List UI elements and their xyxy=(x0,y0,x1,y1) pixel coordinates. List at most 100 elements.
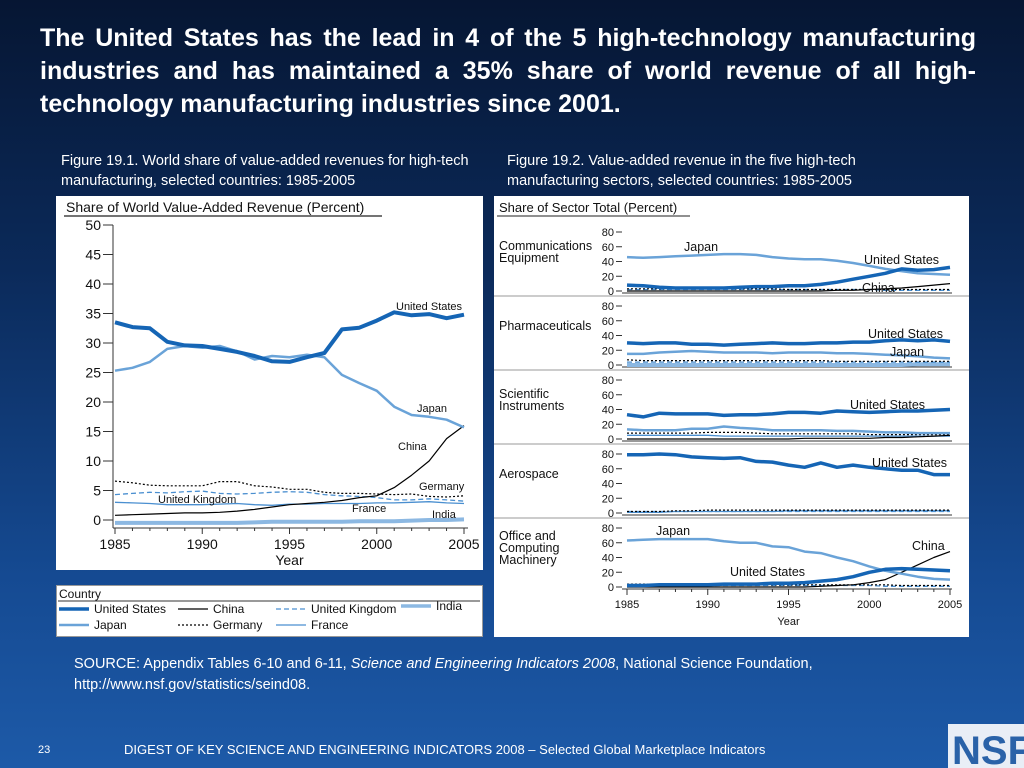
source-title: Science and Engineering Indicators 2008 xyxy=(350,656,616,672)
y-tick-label: 0 xyxy=(608,434,614,446)
series-line-communications-equipment-china xyxy=(627,283,951,292)
legend-label-china: China xyxy=(213,602,245,616)
x-tick-label: 1990 xyxy=(696,599,720,611)
series-line-aerospace-germany xyxy=(627,509,950,513)
y-tick-label: 20 xyxy=(602,493,614,505)
x-tick-label: 1985 xyxy=(99,536,130,552)
page-number: 23 xyxy=(38,744,51,756)
y-tick-label: 15 xyxy=(85,424,101,440)
series-line-office-and-computing-machinery-japan xyxy=(626,537,951,581)
series-label-scientific-instruments-united-states: United States xyxy=(850,398,925,412)
series-line-scientific-instruments-france xyxy=(627,434,950,437)
chart2-panel: Share of Sector Total (Percent) Communica… xyxy=(494,196,969,637)
nsf-logo-text: NSF xyxy=(952,729,1024,768)
series-label-united-kingdom: United Kingdom xyxy=(158,494,236,506)
series-label-france: France xyxy=(352,503,386,515)
panel-name-pharmaceuticals: Pharmaceuticals xyxy=(499,319,591,333)
series-label-office-and-computing-machinery-japan: Japan xyxy=(656,524,690,538)
series-line-pharmaceuticals-germany xyxy=(626,359,950,362)
figure2-caption: Figure 19.2. Value-added revenue in the … xyxy=(507,153,856,189)
legend-label-germany: Germany xyxy=(213,618,262,632)
series-line-aerospace-france xyxy=(627,510,950,513)
y-tick-label: 40 xyxy=(602,257,614,269)
series-label-communications-equipment-united-states: United States xyxy=(864,253,939,267)
x-tick-label: 2000 xyxy=(361,536,392,552)
series-line-pharmaceuticals-united-states xyxy=(626,338,951,347)
series-line-scientific-instruments-germany xyxy=(627,431,950,436)
series-line-united-kingdom xyxy=(114,490,465,502)
panel-name-communications-equipment: Communications Equipment xyxy=(499,239,592,265)
series-line-india xyxy=(115,517,465,525)
nsf-logo-mark: NSF xyxy=(952,729,1024,768)
panel-name-scientific-instruments: Scientific Instruments xyxy=(499,387,564,413)
series-label-united-states: United States xyxy=(396,301,463,313)
legend-label-united-states: United States xyxy=(94,602,166,616)
y-tick-label: 40 xyxy=(602,405,614,417)
series-line-japan xyxy=(114,344,465,429)
x-tick-label: 1995 xyxy=(776,599,800,611)
x-tick-label: 2000 xyxy=(857,599,881,611)
y-tick-label: 80 xyxy=(602,449,614,461)
y-tick-label: 60 xyxy=(602,464,614,476)
y-tick-label: 25 xyxy=(85,365,101,381)
x-tick-label: 1990 xyxy=(187,536,218,552)
series-label-communications-equipment-china: China xyxy=(862,281,895,295)
y-tick-label: 60 xyxy=(602,242,614,254)
y-tick-label: 20 xyxy=(602,567,614,579)
world-share-chart: Share of World Value-Added Revenue (Perc… xyxy=(64,199,480,568)
y-tick-label: 60 xyxy=(602,538,614,550)
panel-name-office-and-computing-machinery: Office and Computing Machinery xyxy=(499,529,559,567)
series-line-office-and-computing-machinery-china xyxy=(627,551,951,588)
legend-label-united-kingdom: United Kingdom xyxy=(311,602,396,616)
y-tick-label: 10 xyxy=(85,453,101,469)
x-tick-label: 1995 xyxy=(274,536,305,552)
series-line-pharmaceuticals-japan xyxy=(627,349,951,360)
y-tick-label: 50 xyxy=(85,217,101,233)
y-tick-label: 0 xyxy=(608,582,614,594)
x-tick-label: 2005 xyxy=(938,599,962,611)
chart2-title: Share of Sector Total (Percent) xyxy=(499,200,677,215)
series-label-pharmaceuticals-japan: Japan xyxy=(890,345,924,359)
y-tick-label: 5 xyxy=(93,483,101,499)
source-note: SOURCE: Appendix Tables 6-10 and 6-11, S… xyxy=(74,654,974,696)
x-tick-label: 1985 xyxy=(615,599,639,611)
slide-headline: The United States has the lead in 4 of t… xyxy=(40,24,976,118)
chart1-panel: Share of World Value-Added Revenue (Perc… xyxy=(56,196,483,570)
series-line-office-and-computing-machinery-united-states xyxy=(627,566,951,588)
series-label-aerospace-united-states: United States xyxy=(872,456,947,470)
nsf-logo: NSF xyxy=(948,724,1024,768)
series-label-pharmaceuticals-united-states: United States xyxy=(868,327,943,341)
y-tick-label: 0 xyxy=(608,360,614,372)
y-tick-label: 20 xyxy=(602,345,614,357)
x-tick-label: 2005 xyxy=(448,536,479,552)
y-tick-label: 45 xyxy=(85,247,101,263)
series-label-office-and-computing-machinery-united-states: United States xyxy=(730,565,805,579)
legend-label-japan: Japan xyxy=(94,618,127,632)
y-tick-label: 80 xyxy=(602,301,614,313)
series-line-china xyxy=(114,425,465,516)
footer-text: DIGEST OF KEY SCIENCE AND ENGINEERING IN… xyxy=(124,742,766,757)
series-line-scientific-instruments-china xyxy=(627,434,951,440)
y-tick-label: 20 xyxy=(602,419,614,431)
sector-share-chart: Share of Sector Total (Percent) Communica… xyxy=(494,200,969,628)
series-label-office-and-computing-machinery-china: China xyxy=(912,539,945,553)
y-tick-label: 80 xyxy=(602,375,614,387)
series-line-communications-equipment-united-states xyxy=(626,265,951,290)
chart1-title: Share of World Value-Added Revenue (Perc… xyxy=(66,199,364,215)
legend-panel: Country United States China United Kingdom I… xyxy=(56,585,483,637)
legend-title: Country xyxy=(59,587,101,601)
y-tick-label: 0 xyxy=(608,286,614,298)
series-line-scientific-instruments-united-states xyxy=(626,407,951,419)
y-tick-label: 60 xyxy=(602,390,614,402)
series-line-united-states xyxy=(114,310,465,364)
y-tick-label: 30 xyxy=(85,335,101,351)
y-tick-label: 80 xyxy=(602,227,614,239)
y-tick-label: 40 xyxy=(602,331,614,343)
x-axis-label: Year xyxy=(275,552,304,568)
y-tick-label: 0 xyxy=(93,512,101,528)
legend-border xyxy=(56,585,483,637)
source-prefix: SOURCE: Appendix Tables 6-10 and 6-11, xyxy=(74,656,351,672)
series-label-india: India xyxy=(432,509,457,521)
y-tick-label: 40 xyxy=(602,479,614,491)
